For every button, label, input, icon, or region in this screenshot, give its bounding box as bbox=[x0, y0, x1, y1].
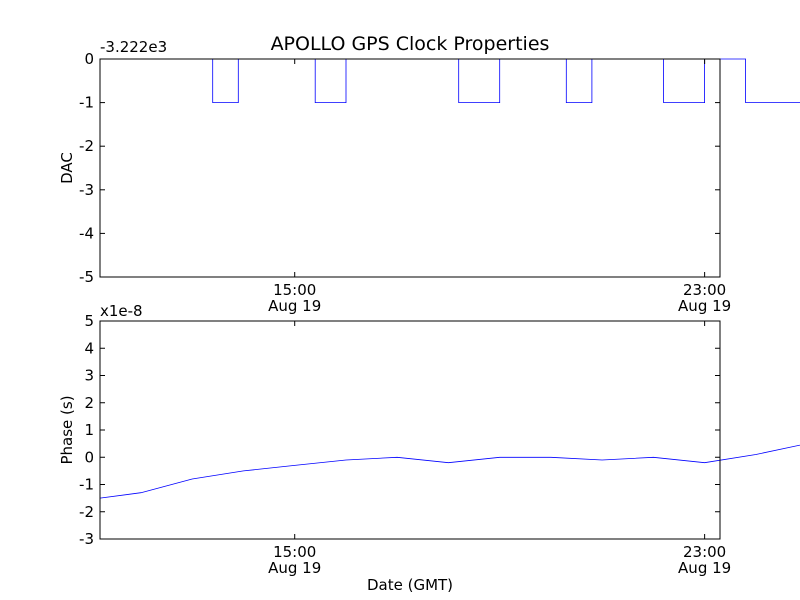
phase-y-tick-label: -2 bbox=[79, 503, 94, 521]
dac-y-tick-label: -3 bbox=[79, 181, 94, 199]
phase-y-axis-label: Phase (s) bbox=[58, 395, 76, 464]
phase-y-tick-label: 1 bbox=[84, 421, 94, 439]
phase-y-tick-label: -3 bbox=[79, 530, 94, 548]
phase-y-tick-label: 4 bbox=[84, 339, 94, 357]
phase-x-tick-time: 15:00 bbox=[273, 543, 316, 561]
dac-y-tick-label: -1 bbox=[79, 94, 94, 112]
dac-y-offset-text: -3.222e3 bbox=[100, 38, 167, 56]
phase-y-ticks: 5 4 3 2 1 0 -1 -2 -3 bbox=[79, 312, 720, 548]
phase-series-line bbox=[99, 444, 800, 499]
dac-y-ticks: 0 -1 -2 -3 -4 -5 bbox=[79, 50, 720, 286]
chart-title: APOLLO GPS Clock Properties bbox=[271, 33, 550, 55]
phase-x-tick-date: Aug 19 bbox=[268, 559, 321, 577]
phase-y-tick-label: 2 bbox=[84, 394, 94, 412]
dac-axes-frame bbox=[99, 58, 721, 278]
dac-y-tick-label: -5 bbox=[79, 268, 94, 286]
phase-y-tick-label: 0 bbox=[84, 448, 94, 466]
dac-x-tick-time: 23:00 bbox=[683, 281, 726, 299]
phase-x-tick-date: Aug 19 bbox=[678, 559, 731, 577]
dac-y-tick-label: 0 bbox=[84, 50, 94, 68]
phase-x-axis-label: Date (GMT) bbox=[367, 576, 453, 594]
dac-x-tick-date: Aug 19 bbox=[678, 297, 731, 315]
phase-y-tick-label: 3 bbox=[84, 367, 94, 385]
phase-x-tick-time: 23:00 bbox=[683, 543, 726, 561]
dac-y-tick-label: -2 bbox=[79, 137, 94, 155]
dac-x-tick-time: 15:00 bbox=[273, 281, 316, 299]
phase-y-tick-label: 5 bbox=[84, 312, 94, 330]
phase-y-tick-label: -1 bbox=[79, 476, 94, 494]
dac-x-tick-date: Aug 19 bbox=[268, 297, 321, 315]
dac-y-tick-label: -4 bbox=[79, 224, 94, 242]
phase-y-offset-text: x1e-8 bbox=[100, 302, 143, 320]
dac-y-axis-label: DAC bbox=[58, 152, 76, 184]
